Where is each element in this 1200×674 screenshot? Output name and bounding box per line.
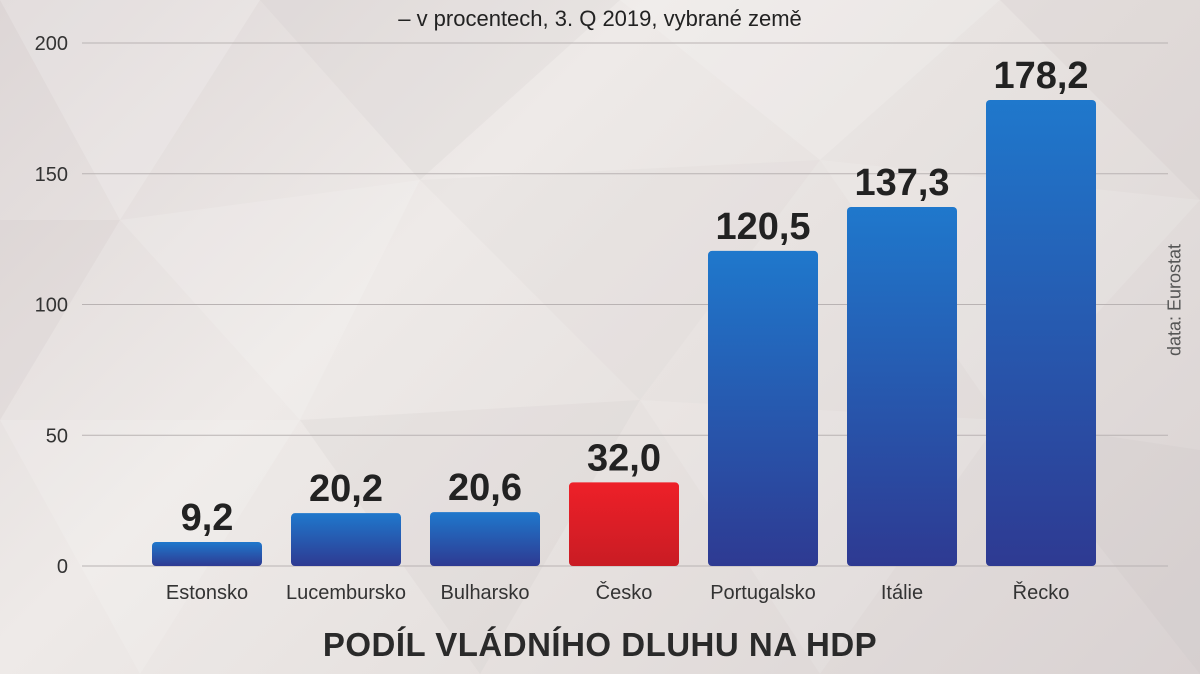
x-axis-labels: Estonsko Lucembursko Bulharsko Česko Portuga… xyxy=(166,581,1069,604)
bar-0 xyxy=(152,541,262,566)
category-label: Bulharsko xyxy=(441,582,530,604)
bar-6 xyxy=(986,100,1096,566)
bar-5 xyxy=(847,206,957,566)
category-label: Itálie xyxy=(881,582,923,604)
y-tick-label: 200 xyxy=(35,33,68,55)
y-axis-ticks: 0 50 100 150 200 xyxy=(35,33,68,578)
value-label: 137,3 xyxy=(854,162,949,204)
source-note: data: Eurostat xyxy=(1164,243,1185,357)
value-labels: 9,2 20,2 20,6 32,0 120,5 137,3 178,2 xyxy=(181,55,1089,539)
bar-2 xyxy=(430,512,540,566)
value-label: 20,2 xyxy=(309,468,383,510)
value-label: 32,0 xyxy=(587,437,661,479)
bar-4 xyxy=(708,250,818,566)
category-label: Portugalsko xyxy=(710,582,816,604)
category-label: Estonsko xyxy=(166,582,248,604)
bar-1 xyxy=(291,513,401,566)
value-label: 120,5 xyxy=(715,206,810,248)
y-tick-label: 50 xyxy=(46,425,68,447)
y-tick-label: 0 xyxy=(57,556,68,578)
chart-title: PODÍL VLÁDNÍHO DLUHU NA HDP xyxy=(322,626,878,663)
chart-subtitle: – v procentech, 3. Q 2019, vybrané země xyxy=(398,6,802,31)
category-label: Česko xyxy=(596,581,653,604)
category-label: Řecko xyxy=(1013,581,1070,604)
value-label: 178,2 xyxy=(993,55,1088,97)
category-label: Lucembursko xyxy=(286,582,406,604)
bar-3 xyxy=(569,482,679,566)
bars xyxy=(152,100,1096,566)
y-tick-label: 100 xyxy=(35,295,68,317)
value-label: 9,2 xyxy=(181,497,234,539)
value-label: 20,6 xyxy=(448,467,522,509)
y-tick-label: 150 xyxy=(35,164,68,186)
